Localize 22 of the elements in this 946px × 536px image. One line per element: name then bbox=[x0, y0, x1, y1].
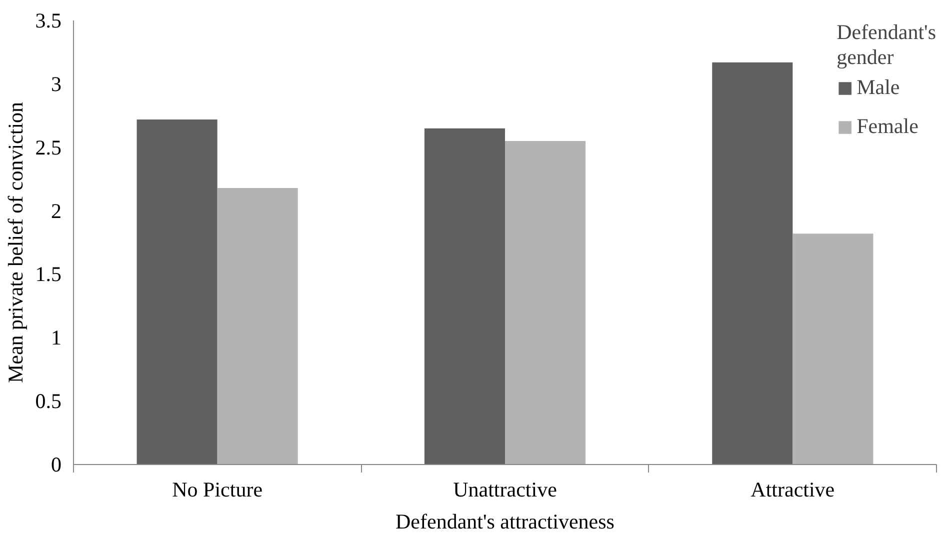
legend-label: Male bbox=[856, 75, 900, 100]
bar bbox=[217, 188, 298, 464]
legend-title: Defendant's gender bbox=[836, 20, 936, 70]
y-tick-label: 2.5 bbox=[35, 135, 62, 160]
legend-label: Female bbox=[856, 114, 918, 139]
bar bbox=[136, 119, 218, 464]
y-tick-label: 0 bbox=[51, 452, 62, 476]
bar bbox=[424, 128, 505, 464]
bar bbox=[505, 141, 586, 464]
x-tick-label: Unattractive bbox=[453, 478, 557, 502]
y-axis-title: Mean private belief of conviction bbox=[3, 101, 28, 384]
y-tick-label: 2 bbox=[51, 198, 62, 223]
y-tick-label: 1 bbox=[51, 326, 62, 350]
x-axis-title: Defendant's attractiveness bbox=[396, 510, 614, 534]
y-tick-label: 3.5 bbox=[35, 8, 62, 32]
bar bbox=[712, 62, 793, 464]
bar bbox=[792, 234, 874, 464]
x-tick-label: No Picture bbox=[172, 478, 263, 502]
y-tick-label: 0.5 bbox=[35, 389, 62, 414]
y-tick-label: 1.5 bbox=[35, 262, 62, 286]
x-tick-label: Attractive bbox=[750, 478, 835, 502]
y-tick-label: 3 bbox=[51, 72, 62, 96]
